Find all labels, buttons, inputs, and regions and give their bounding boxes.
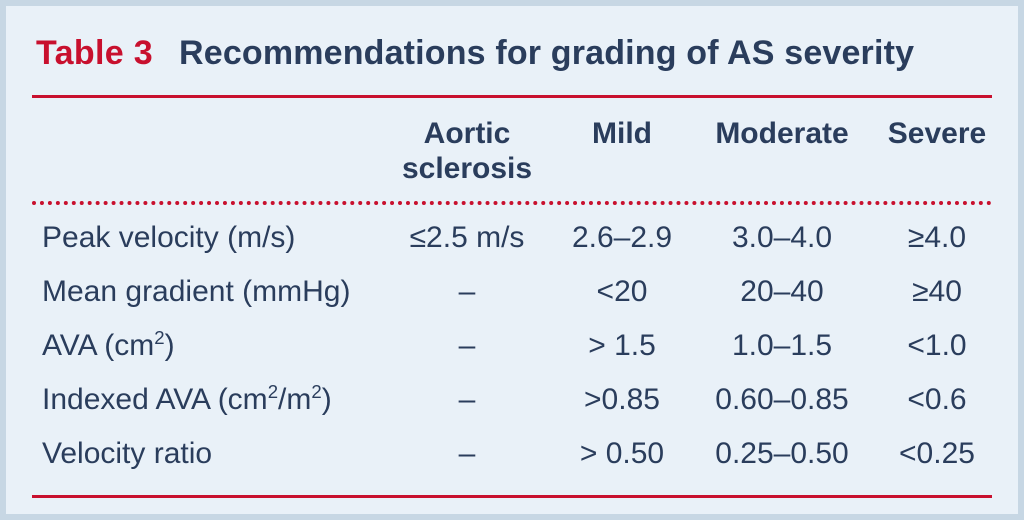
cell-mild: > 1.5 bbox=[552, 319, 692, 373]
cell-sclerosis: – bbox=[382, 319, 552, 373]
cell-mild: > 0.50 bbox=[552, 427, 692, 481]
cell-moderate: 0.25–0.50 bbox=[692, 427, 872, 481]
column-header-blank bbox=[32, 98, 382, 203]
cell-moderate: 0.60–0.85 bbox=[692, 373, 872, 427]
table-body: Peak velocity (m/s)≤2.5 m/s2.6–2.93.0–4.… bbox=[32, 205, 992, 481]
cell-severe: <0.6 bbox=[872, 373, 1002, 427]
cell-severe: <1.0 bbox=[872, 319, 1002, 373]
row-label: Peak velocity (m/s) bbox=[32, 211, 382, 265]
table-number: Table 3 bbox=[36, 34, 153, 73]
table-caption: Recommendations for grading of AS severi… bbox=[179, 34, 914, 73]
column-header-severe: Severe bbox=[872, 98, 1002, 203]
bottom-rule bbox=[32, 495, 992, 498]
cell-severe: <0.25 bbox=[872, 427, 1002, 481]
cell-sclerosis: – bbox=[382, 427, 552, 481]
cell-mild: 2.6–2.9 bbox=[552, 211, 692, 265]
cell-moderate: 1.0–1.5 bbox=[692, 319, 872, 373]
table-header: AorticsclerosisMildModerateSevere bbox=[32, 98, 992, 203]
table-frame: Table 3 Recommendations for grading of A… bbox=[0, 0, 1024, 520]
row-label: Velocity ratio bbox=[32, 427, 382, 481]
cell-severe: ≥40 bbox=[872, 265, 1002, 319]
column-header-sclerosis: Aorticsclerosis bbox=[382, 98, 552, 203]
cell-moderate: 20–40 bbox=[692, 265, 872, 319]
table-title-row: Table 3 Recommendations for grading of A… bbox=[32, 26, 992, 95]
cell-moderate: 3.0–4.0 bbox=[692, 211, 872, 265]
column-header-mild: Mild bbox=[552, 98, 692, 203]
row-label: Indexed AVA (cm2/m2) bbox=[32, 373, 382, 427]
cell-mild: >0.85 bbox=[552, 373, 692, 427]
column-header-moderate: Moderate bbox=[692, 98, 872, 203]
cell-severe: ≥4.0 bbox=[872, 211, 1002, 265]
row-label: AVA (cm2) bbox=[32, 319, 382, 373]
row-label: Mean gradient (mmHg) bbox=[32, 265, 382, 319]
cell-sclerosis: – bbox=[382, 373, 552, 427]
cell-mild: <20 bbox=[552, 265, 692, 319]
cell-sclerosis: ≤2.5 m/s bbox=[382, 211, 552, 265]
cell-sclerosis: – bbox=[382, 265, 552, 319]
